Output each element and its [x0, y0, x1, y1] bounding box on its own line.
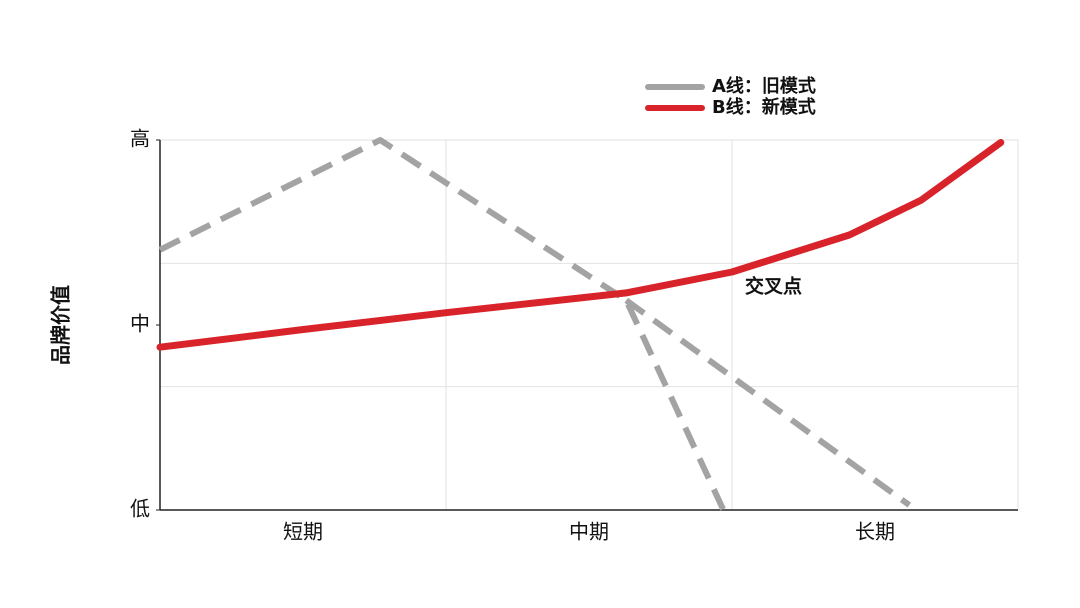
y-tick-label: 高 [130, 127, 150, 151]
legend-label: A线：旧模式 [712, 75, 816, 97]
x-tick-label: 短期 [283, 520, 323, 544]
annotation: 交叉点 [745, 275, 802, 298]
series-line [158, 137, 912, 512]
x-tick-label: 长期 [855, 520, 895, 544]
legend-label: B线：新模式 [712, 96, 816, 118]
y-tick-label: 低 [130, 497, 150, 521]
series-line [156, 139, 1005, 351]
x-tick-label: 中期 [569, 520, 609, 544]
y-axis-label: 品牌价值 [49, 285, 73, 365]
y-tick-label: 中 [130, 312, 150, 336]
